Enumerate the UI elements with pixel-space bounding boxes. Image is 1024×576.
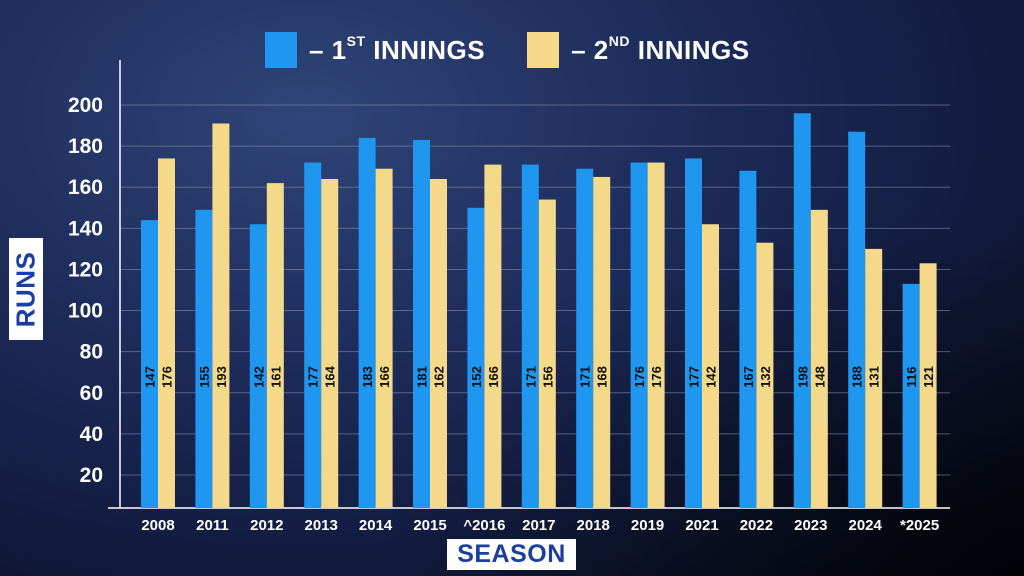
- bar-first-innings: [413, 139, 430, 508]
- value-label-second-innings: 164: [323, 365, 338, 387]
- x-tick-label: 2015: [413, 517, 446, 534]
- bar-second-innings: [430, 179, 447, 508]
- y-tick-label: 160: [68, 176, 103, 199]
- bar-first-innings: [195, 209, 213, 509]
- value-label-second-innings: 162: [432, 366, 447, 388]
- x-tick-label: 2024: [849, 517, 883, 534]
- value-label-second-innings: 148: [812, 366, 827, 388]
- x-tick-label: 2008: [141, 517, 174, 534]
- value-label-second-innings: 142: [704, 366, 719, 388]
- y-tick-label: 80: [80, 341, 103, 364]
- value-label-first-innings: 152: [469, 366, 484, 388]
- value-label-second-innings: 176: [160, 366, 175, 388]
- x-tick-label: ^2016: [463, 517, 505, 534]
- bar-second-innings: [647, 162, 665, 509]
- value-label-second-innings: 193: [214, 366, 229, 388]
- bar-second-innings: [865, 248, 883, 508]
- value-label-first-innings: 116: [904, 367, 919, 388]
- y-tick-label: 20: [80, 464, 103, 487]
- legend-item-second-innings: – 2ND INNINGS: [527, 32, 749, 68]
- legend-label-first-innings: – 1ST INNINGS: [309, 32, 486, 65]
- value-label-second-innings: 156: [540, 366, 555, 388]
- bar-second-innings: [919, 263, 937, 508]
- value-label-first-innings: 171: [578, 366, 593, 388]
- bar-second-innings: [321, 179, 339, 508]
- value-label-second-innings: 131: [867, 366, 882, 388]
- legend-swatch-second-innings: [527, 32, 560, 68]
- y-tick-label: 180: [68, 135, 103, 158]
- bar-first-innings: [739, 170, 757, 508]
- y-tick-label: 40: [80, 423, 103, 446]
- value-label-first-innings: 183: [360, 366, 375, 388]
- x-tick-label: 2021: [685, 517, 718, 534]
- value-label-first-innings: 142: [251, 366, 266, 388]
- bar-first-innings: [576, 168, 594, 508]
- value-label-second-innings: 168: [595, 366, 610, 388]
- bar-first-innings: [358, 137, 376, 508]
- bar-second-innings: [538, 199, 556, 509]
- bar-first-innings: [141, 220, 158, 508]
- value-label-first-innings: 167: [741, 366, 756, 388]
- y-tick-label: 140: [68, 217, 103, 240]
- bar-second-innings: [375, 168, 393, 508]
- x-axis-label-box: SEASON: [447, 539, 576, 570]
- value-label-first-innings: 177: [687, 366, 702, 388]
- bar-first-innings: [848, 131, 866, 508]
- bar-second-innings: [484, 164, 502, 508]
- value-label-first-innings: 147: [143, 366, 158, 388]
- value-label-first-innings: 155: [197, 366, 212, 388]
- y-tick-label: 120: [68, 258, 103, 281]
- x-tick-label: 2014: [359, 517, 393, 534]
- bar-second-innings: [266, 183, 284, 508]
- x-tick-label: 2013: [305, 517, 338, 534]
- value-label-second-innings: 166: [486, 366, 501, 388]
- y-tick-label: 60: [80, 382, 103, 405]
- bar-first-innings: [685, 158, 702, 508]
- bar-second-innings: [756, 242, 774, 508]
- bar-first-innings: [630, 162, 648, 509]
- x-tick-label: 2023: [794, 517, 827, 534]
- x-tick-label: 2022: [740, 517, 773, 534]
- bar-second-innings: [212, 123, 230, 508]
- bar-first-innings: [249, 224, 267, 508]
- value-label-second-innings: 161: [268, 366, 283, 388]
- y-tick-label: 200: [68, 94, 103, 117]
- bar-second-innings: [702, 224, 719, 508]
- bar-second-innings: [810, 209, 828, 509]
- chart-legend: – 1ST INNINGS – 2ND INNINGS: [265, 30, 792, 70]
- bar-second-innings: [158, 158, 175, 508]
- x-tick-label: 2019: [631, 517, 664, 534]
- value-label-first-innings: 171: [523, 366, 538, 388]
- value-label-second-innings: 166: [377, 366, 392, 388]
- legend-item-first-innings: – 1ST INNINGS: [265, 32, 485, 68]
- value-label-first-innings: 181: [415, 366, 430, 388]
- bar-first-innings: [304, 162, 322, 509]
- x-tick-label: 2018: [577, 517, 610, 534]
- bar-first-innings: [521, 164, 539, 508]
- x-tick-label: 2011: [196, 517, 229, 534]
- value-label-first-innings: 177: [306, 366, 321, 388]
- bar-second-innings: [593, 176, 611, 508]
- legend-swatch-first-innings: [265, 32, 297, 68]
- x-tick-label: *2025: [900, 517, 939, 534]
- bar-first-innings: [902, 283, 920, 508]
- y-axis-label-box: RUNS: [9, 238, 43, 340]
- x-tick-label: 2017: [522, 517, 555, 534]
- bar-first-innings: [793, 113, 811, 508]
- x-axis-label: SEASON: [457, 540, 566, 568]
- value-label-second-innings: 121: [921, 366, 936, 388]
- value-label-second-innings: 132: [758, 366, 773, 388]
- x-tick-label: 2012: [250, 517, 283, 534]
- legend-label-second-innings: – 2ND INNINGS: [571, 32, 750, 65]
- value-label-first-innings: 188: [850, 366, 865, 388]
- bar-first-innings: [467, 207, 485, 508]
- value-label-first-innings: 176: [632, 366, 647, 388]
- value-label-first-innings: 198: [795, 366, 810, 388]
- y-tick-label: 100: [68, 300, 103, 323]
- value-label-second-innings: 176: [649, 366, 664, 388]
